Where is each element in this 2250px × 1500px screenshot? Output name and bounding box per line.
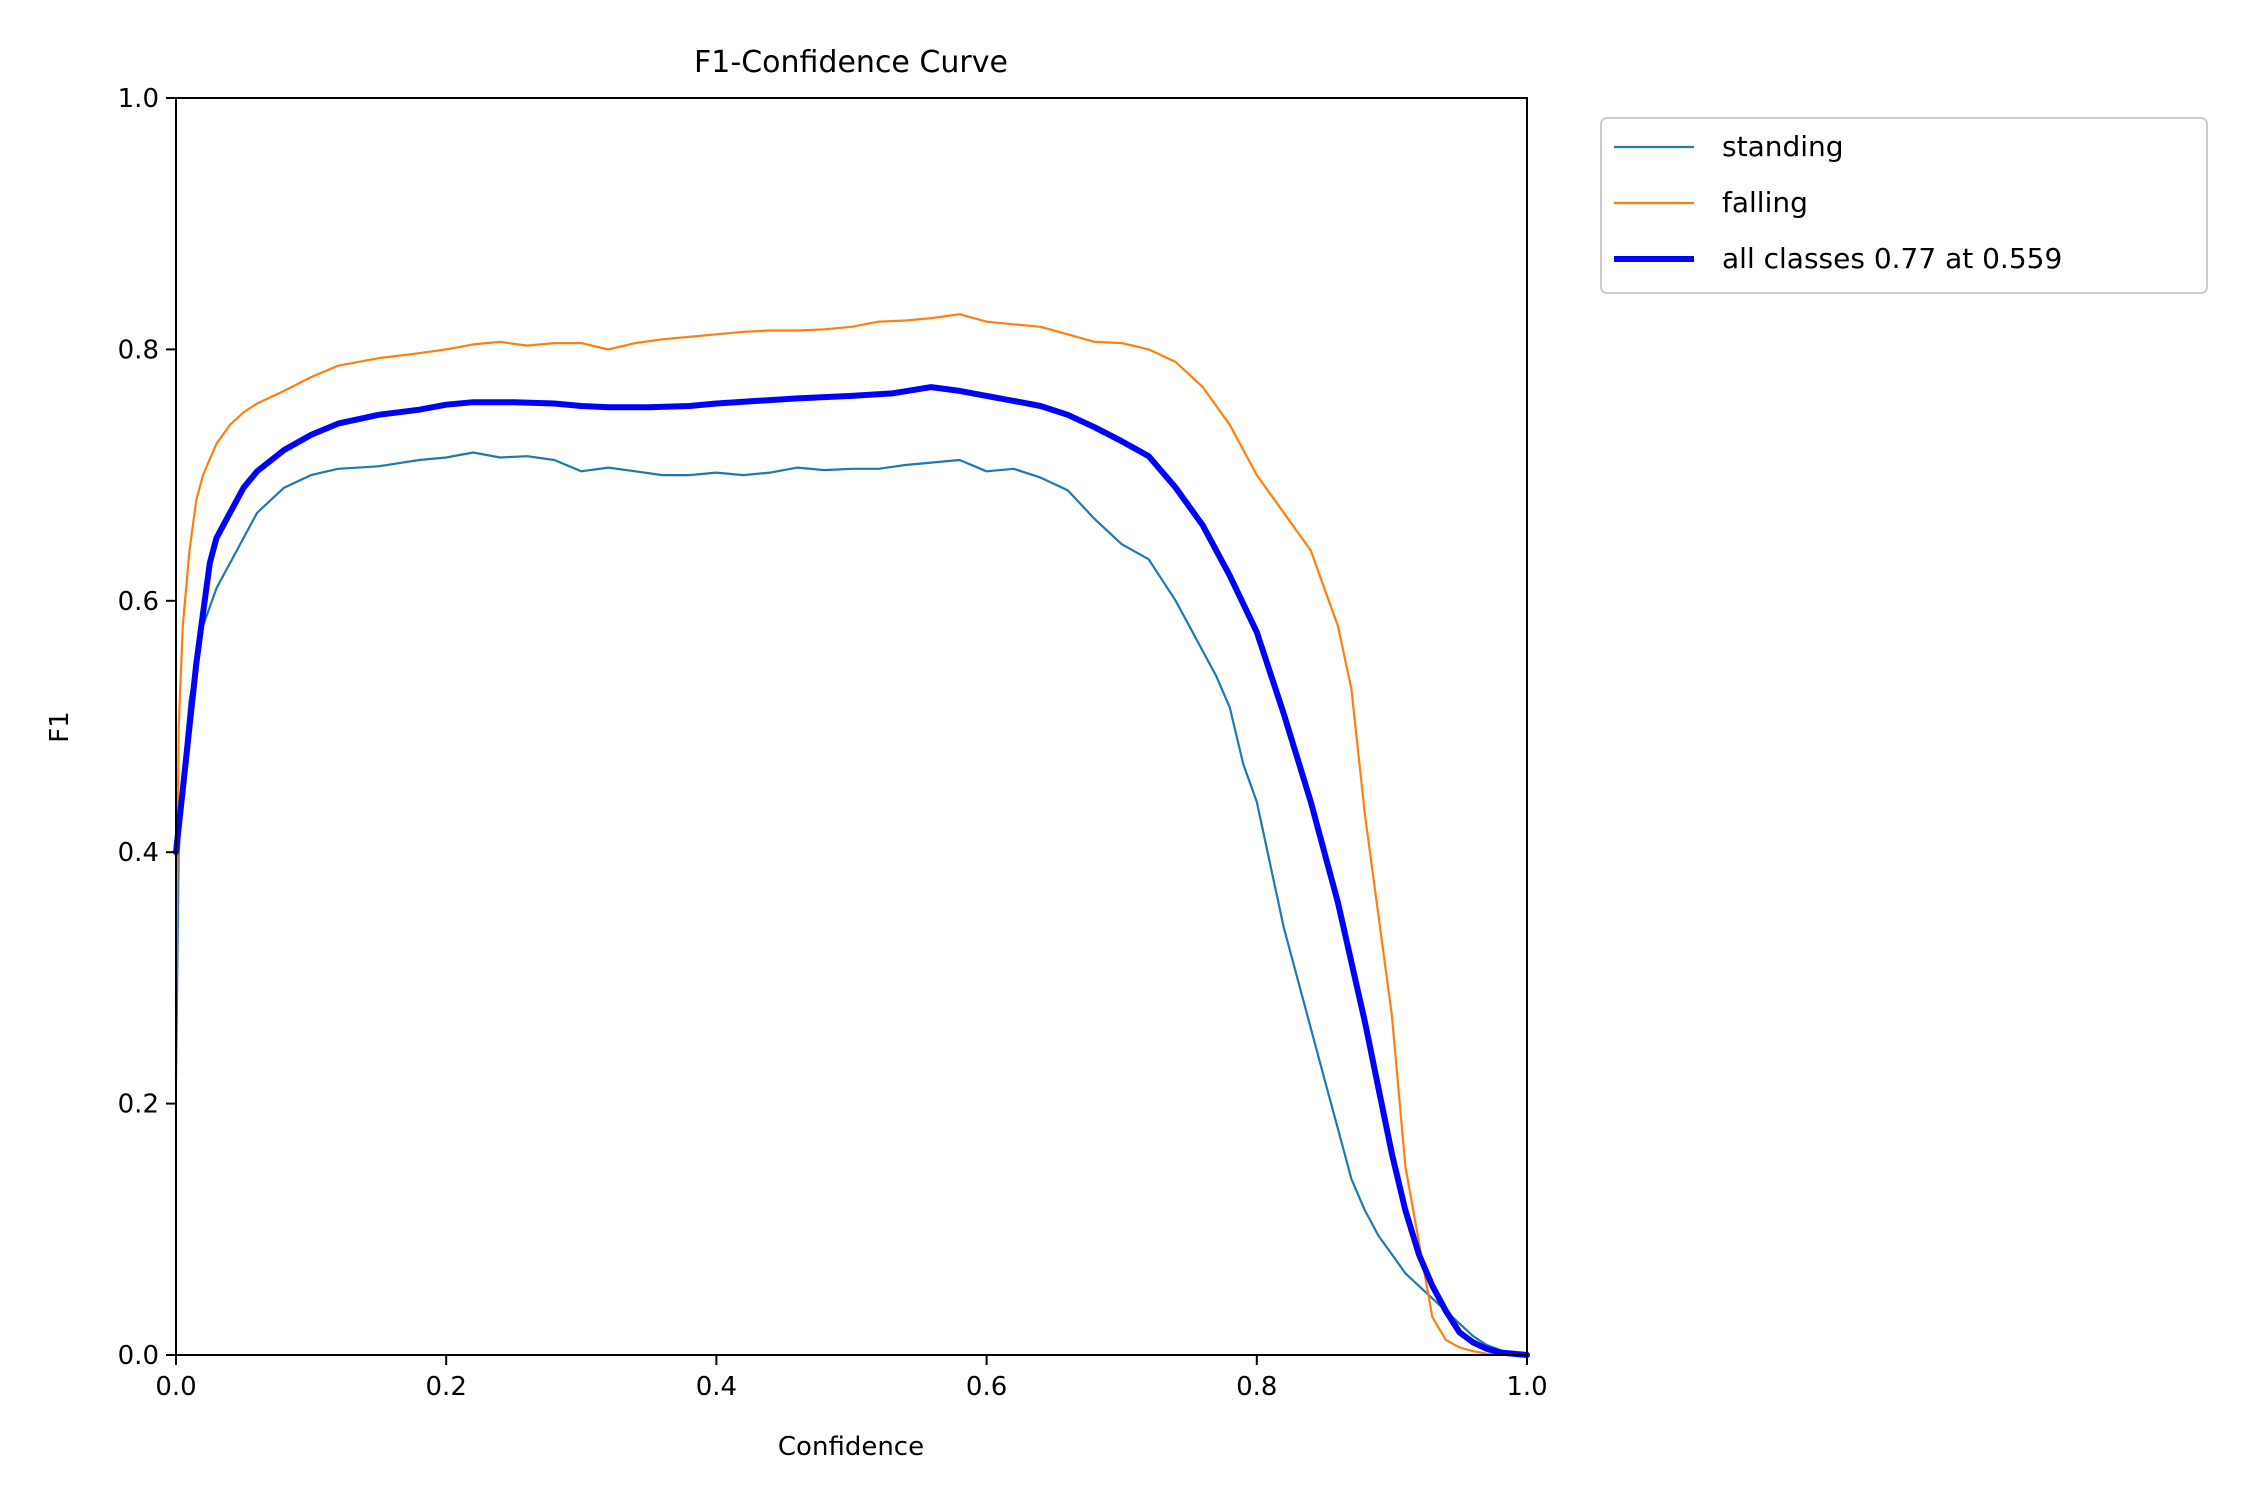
chart-title: F1-Confidence Curve (694, 45, 1008, 80)
y-tick-label: 0.6 (118, 587, 159, 617)
x-tick-label: 1.0 (1506, 1372, 1547, 1402)
series-line-1 (174, 451, 1529, 1357)
series-line-2 (174, 313, 1529, 1357)
y-tick-label: 0.8 (118, 335, 159, 365)
y-axis-label: F1 (45, 711, 75, 743)
legend-entries: standing falling all classes 0.77 at 0.559 (1614, 130, 2062, 275)
x-axis-label: Confidence (778, 1432, 924, 1462)
x-tick-label: 0.0 (155, 1372, 196, 1402)
legend-label: all classes 0.77 at 0.559 (1722, 242, 2062, 275)
legend-label: standing (1722, 130, 1844, 163)
y-tick-label: 0.2 (118, 1090, 159, 1120)
legend: standing falling all classes 0.77 at 0.559 (1600, 117, 2208, 294)
y-axis-ticks: 0.0 0.2 0.4 0.6 0.8 1.0 (118, 84, 176, 1371)
x-tick-label: 0.6 (966, 1372, 1007, 1402)
y-tick-label: 1.0 (118, 84, 159, 114)
legend-label: falling (1722, 186, 1808, 219)
series-layer (173, 313, 1530, 1358)
axes-frame (175, 97, 1528, 1356)
y-tick-label: 0.4 (118, 838, 159, 868)
x-tick-label: 0.4 (696, 1372, 737, 1402)
x-tick-label: 0.2 (426, 1372, 467, 1402)
x-axis-ticks: 0.0 0.2 0.4 0.6 0.8 1.0 (155, 1355, 1548, 1402)
series-line-3 (173, 384, 1530, 1358)
x-tick-label: 0.8 (1236, 1372, 1277, 1402)
legend-box (1600, 117, 2208, 294)
y-tick-label: 0.0 (118, 1341, 159, 1371)
